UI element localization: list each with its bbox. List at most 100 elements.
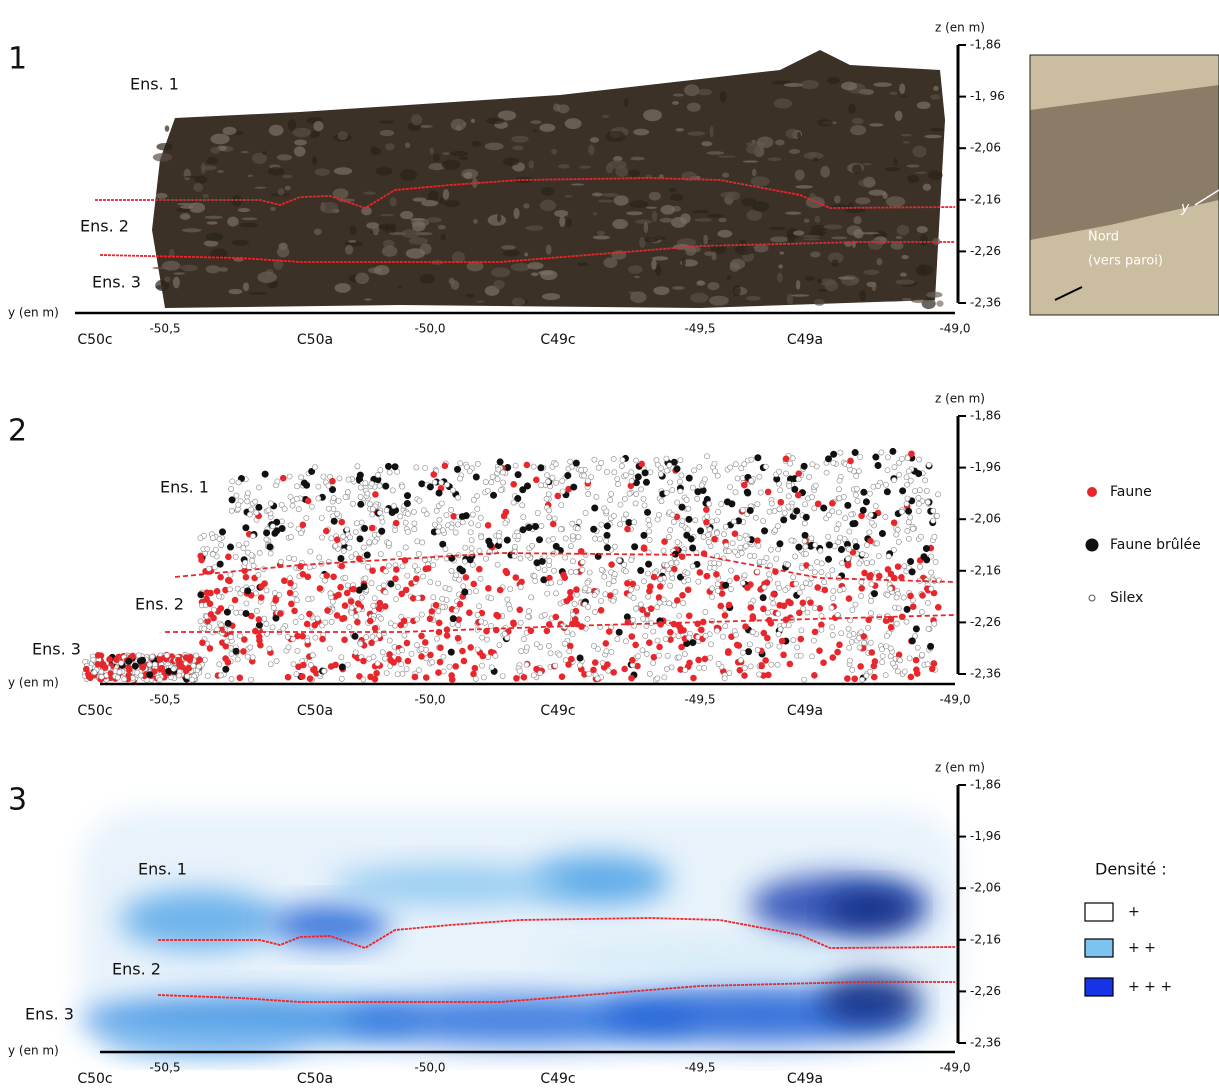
point xyxy=(732,489,739,496)
point xyxy=(244,587,252,595)
point xyxy=(288,534,294,540)
point xyxy=(483,555,489,562)
point xyxy=(401,632,408,639)
point xyxy=(420,507,427,514)
stone xyxy=(831,259,839,267)
point xyxy=(335,591,342,599)
stone xyxy=(855,197,871,205)
stone xyxy=(858,88,874,95)
point xyxy=(568,568,575,575)
stone xyxy=(794,169,805,181)
point xyxy=(293,597,300,604)
point xyxy=(324,607,331,614)
point xyxy=(842,515,849,522)
point xyxy=(610,578,617,585)
point xyxy=(707,654,714,661)
stone xyxy=(848,103,856,114)
point xyxy=(216,536,223,543)
point xyxy=(298,614,305,620)
point xyxy=(356,673,363,680)
point xyxy=(261,615,268,622)
point xyxy=(276,592,283,598)
point xyxy=(741,664,748,671)
point xyxy=(916,456,922,463)
point xyxy=(151,668,158,675)
point xyxy=(760,518,767,524)
density-blob xyxy=(825,890,915,930)
point xyxy=(666,534,672,540)
point xyxy=(279,474,287,482)
point xyxy=(868,519,875,526)
point xyxy=(891,477,898,483)
point xyxy=(703,572,711,580)
point xyxy=(828,605,835,611)
layer-label: Ens. 2 xyxy=(112,960,161,979)
point xyxy=(612,588,619,595)
stone xyxy=(779,251,785,255)
stone xyxy=(745,295,761,301)
point xyxy=(610,669,618,676)
point xyxy=(666,462,673,469)
point xyxy=(913,666,920,673)
point xyxy=(861,639,867,646)
point xyxy=(582,510,589,516)
point xyxy=(922,544,930,552)
stone xyxy=(893,158,898,166)
point xyxy=(478,534,485,541)
point xyxy=(526,608,532,614)
square-label: C50a xyxy=(297,1071,333,1087)
point xyxy=(916,500,922,507)
legend-marker xyxy=(1085,538,1099,552)
stone xyxy=(706,151,725,155)
point xyxy=(926,462,932,468)
stone xyxy=(418,124,433,128)
point xyxy=(350,585,357,593)
point xyxy=(882,672,889,679)
stone xyxy=(589,137,600,143)
point xyxy=(533,641,540,648)
point xyxy=(243,600,250,607)
point xyxy=(925,625,932,632)
point xyxy=(816,647,823,654)
point xyxy=(269,523,276,530)
point xyxy=(610,456,617,462)
point xyxy=(660,547,667,554)
point xyxy=(460,583,467,590)
point xyxy=(757,489,764,496)
stone xyxy=(361,206,372,216)
point xyxy=(747,641,753,648)
point xyxy=(476,547,483,554)
point xyxy=(353,613,360,620)
point xyxy=(754,537,761,544)
point xyxy=(603,531,611,539)
point xyxy=(852,601,859,608)
point xyxy=(466,609,473,617)
point xyxy=(689,639,697,647)
point xyxy=(294,648,301,654)
point xyxy=(422,565,430,573)
point xyxy=(328,535,335,542)
point xyxy=(725,648,732,655)
point xyxy=(625,519,633,527)
point xyxy=(646,528,652,535)
stone xyxy=(869,123,884,127)
point xyxy=(896,471,903,478)
point xyxy=(228,604,235,611)
square-label: C50c xyxy=(77,703,112,719)
point xyxy=(357,500,365,508)
point xyxy=(677,488,684,495)
point xyxy=(811,505,818,512)
stone xyxy=(659,174,664,179)
point xyxy=(321,668,327,675)
point xyxy=(767,620,775,627)
point xyxy=(393,596,399,603)
stone xyxy=(634,275,640,279)
stone xyxy=(803,151,824,160)
point xyxy=(229,478,236,485)
point xyxy=(682,667,689,674)
stone xyxy=(173,272,185,275)
point xyxy=(701,665,707,671)
stone xyxy=(750,176,770,187)
point xyxy=(303,515,310,521)
point xyxy=(350,500,356,507)
